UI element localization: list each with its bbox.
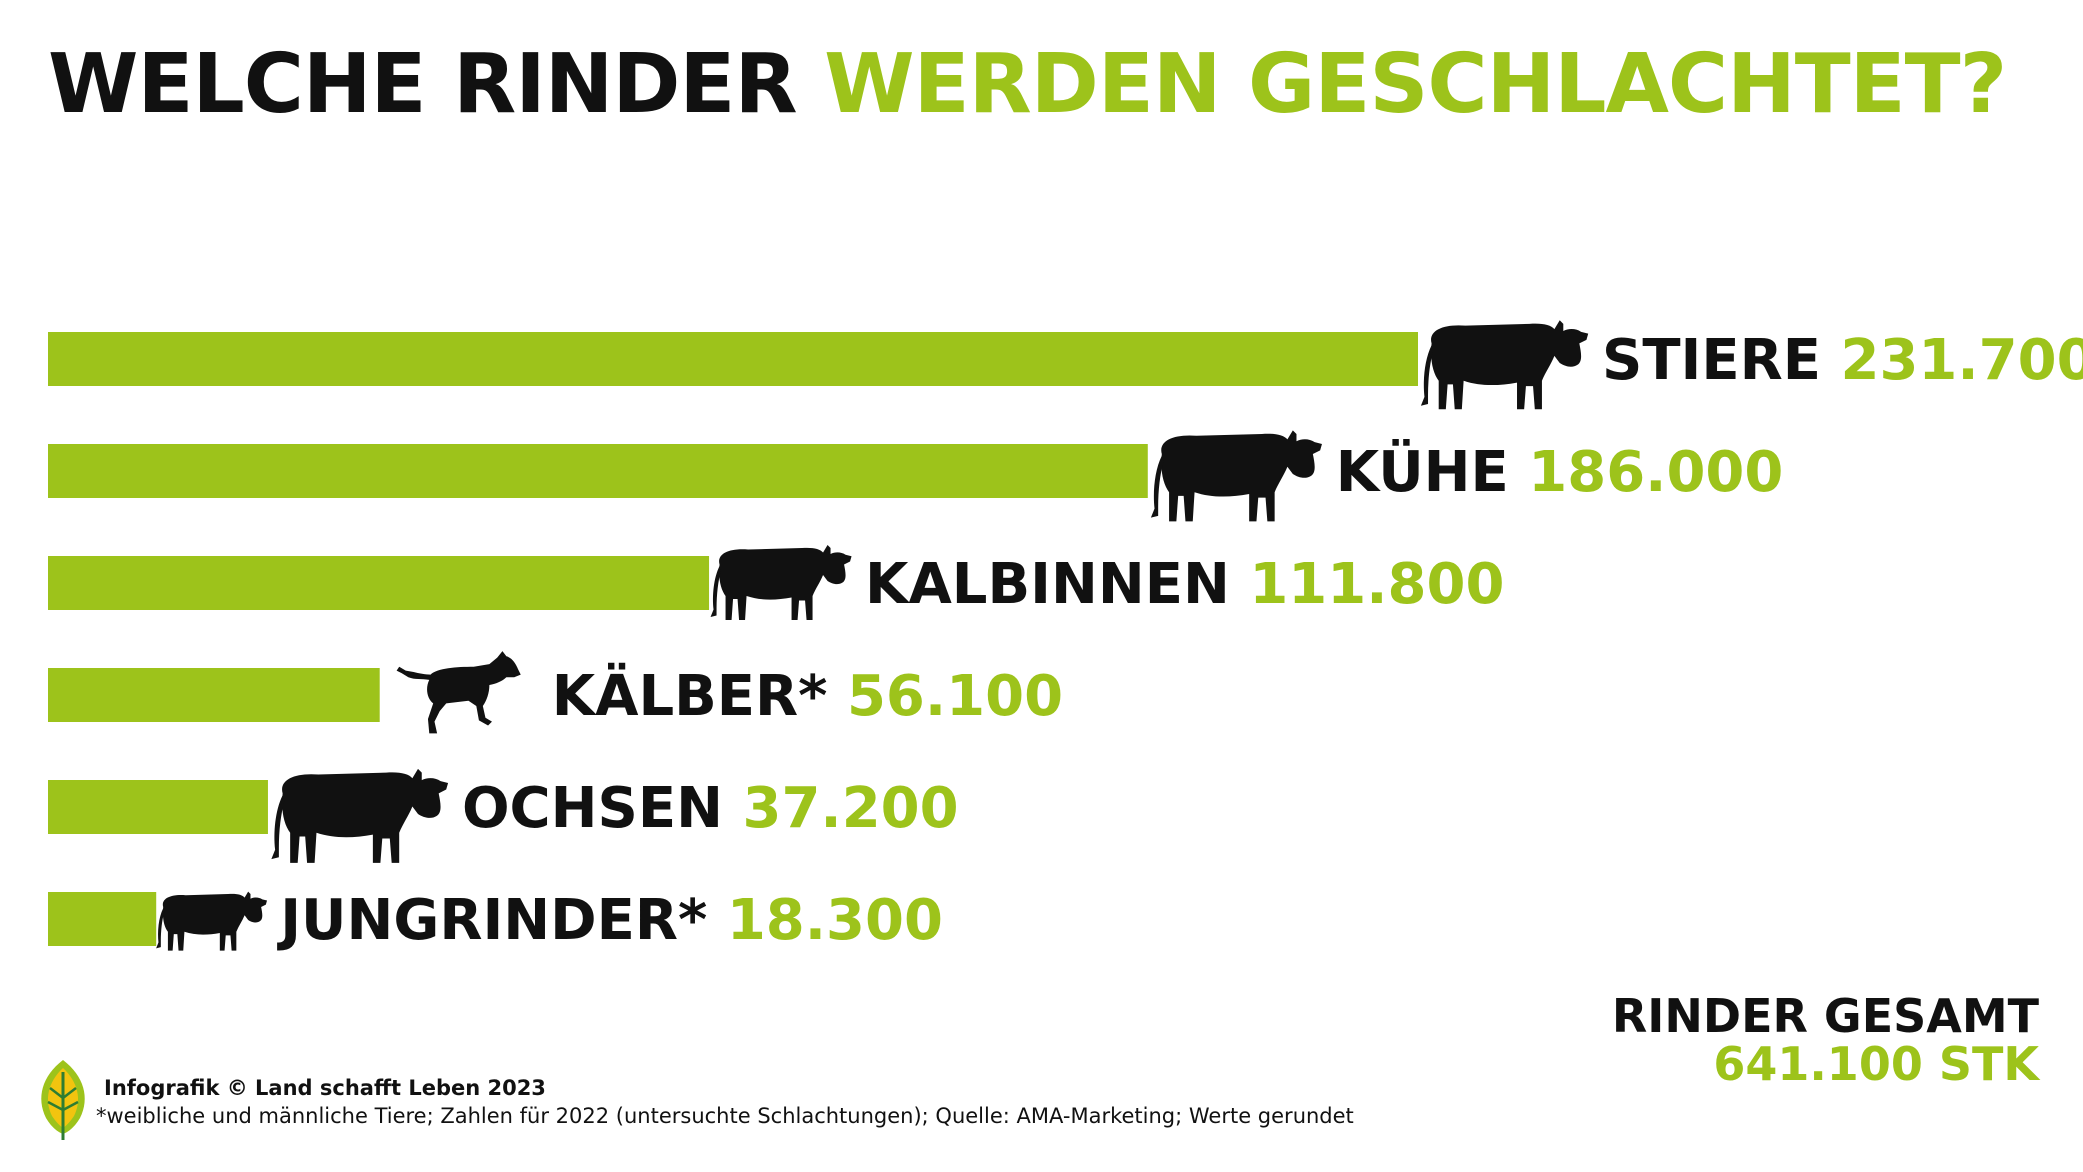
bar-1 — [48, 444, 1148, 498]
category-label: OCHSEN — [462, 776, 743, 841]
bar-label-0: STIERE 231.700 — [1602, 328, 2083, 393]
category-label: JUNGRINDER* — [276, 888, 727, 953]
total-value: 641.100 STK — [1713, 1037, 2039, 1092]
total-label: RINDER GESAMT — [1611, 989, 2039, 1043]
cow-icon — [1150, 430, 1322, 522]
bar-2 — [48, 556, 710, 610]
footer-note: *weibliche und männliche Tiere; Zahlen f… — [96, 1104, 1354, 1128]
category-label: KÜHE — [1336, 440, 1529, 505]
icons-group — [156, 320, 1589, 951]
heifer-icon — [710, 545, 852, 620]
bar-4 — [48, 780, 268, 834]
bull-icon — [1420, 320, 1589, 410]
total-summary: RINDER GESAMT 641.100 STK — [1612, 992, 2039, 1089]
title-dark-part: WELCHE RINDER — [48, 37, 798, 132]
bar-label-5: JUNGRINDER* 18.300 — [276, 888, 943, 953]
value-label: 231.700 — [1841, 328, 2083, 393]
title-green-part: WERDEN GESCHLACHTET? — [824, 37, 2007, 132]
value-label: 37.200 — [742, 776, 958, 841]
land-schafft-leben-logo — [41, 1060, 85, 1140]
ox-icon — [271, 768, 449, 863]
bars-group — [48, 332, 1418, 946]
bar-3 — [48, 668, 380, 722]
value-label: 18.300 — [727, 888, 943, 953]
value-label: 56.100 — [847, 664, 1063, 729]
footer-credit: Infografik © Land schafft Leben 2023 — [104, 1076, 546, 1100]
bar-label-3: KÄLBER* 56.100 — [552, 664, 1063, 729]
page-title: WELCHE RINDER WERDEN GESCHLACHTET? — [48, 44, 2007, 126]
value-label: 111.800 — [1249, 552, 1504, 617]
category-label: KÄLBER* — [552, 664, 847, 729]
bar-0 — [48, 332, 1418, 386]
labels-group: STIERE 231.700 KÜHE 186.000 KALBINNEN 111.… — [276, 328, 2083, 953]
bar-label-1: KÜHE 186.000 — [1336, 440, 1784, 505]
bar-label-4: OCHSEN 37.200 — [462, 776, 959, 841]
bar-5 — [48, 892, 157, 946]
calf-icon — [396, 651, 521, 734]
category-label: STIERE — [1602, 328, 1841, 393]
value-label: 186.000 — [1528, 440, 1783, 505]
bar-label-2: KALBINNEN 111.800 — [865, 552, 1504, 617]
category-label: KALBINNEN — [865, 552, 1249, 617]
young-cattle-icon — [156, 891, 268, 951]
